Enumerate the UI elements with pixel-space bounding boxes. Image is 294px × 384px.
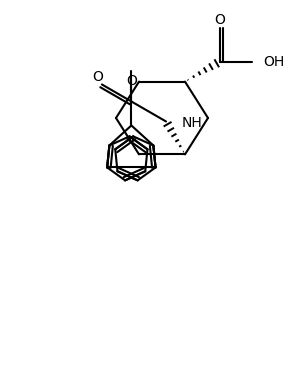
Text: O: O	[214, 13, 225, 26]
Text: O: O	[93, 71, 103, 84]
Text: O: O	[126, 74, 137, 88]
Text: NH: NH	[182, 116, 203, 131]
Text: OH: OH	[264, 55, 285, 69]
